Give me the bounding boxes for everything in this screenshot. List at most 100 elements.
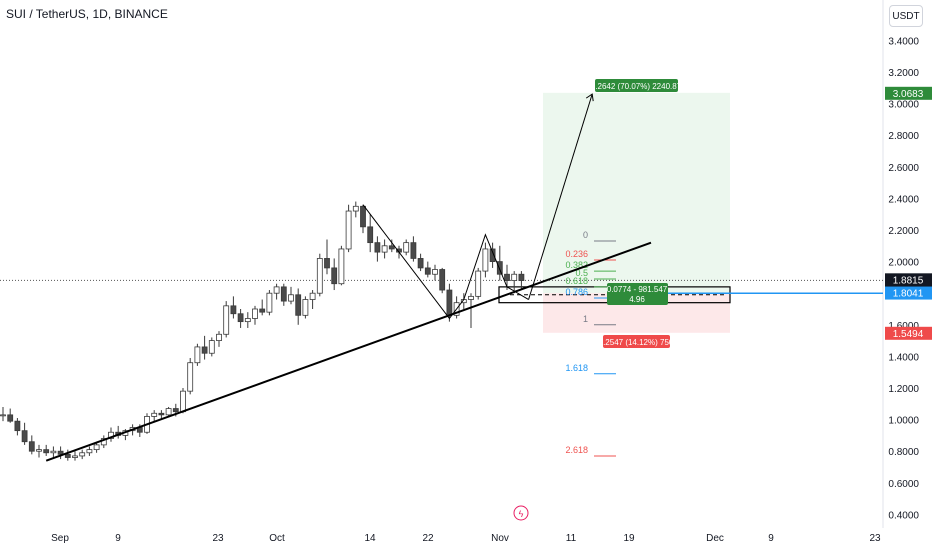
y-tick-label: 3.2000 bbox=[888, 68, 919, 79]
stop-price-tag-bg bbox=[885, 326, 932, 340]
candle-body bbox=[252, 308, 258, 319]
candle-body bbox=[151, 412, 158, 417]
candle-body bbox=[14, 420, 21, 432]
pattern-zigzag bbox=[362, 204, 529, 320]
y-tick-label: 2.8000 bbox=[888, 131, 919, 142]
candle-body bbox=[21, 430, 28, 443]
candle-body bbox=[28, 441, 35, 452]
candle-body bbox=[244, 318, 251, 323]
candle-body bbox=[57, 450, 64, 455]
candle-body bbox=[295, 294, 302, 316]
candle-body bbox=[345, 210, 352, 250]
fib-level-label: 0.382 bbox=[565, 260, 588, 270]
y-tick-label: 1.0000 bbox=[888, 416, 919, 427]
x-tick-label: 19 bbox=[623, 533, 635, 544]
y-tick-label: 1.4000 bbox=[888, 352, 919, 363]
current-price-tag: 1.8815 bbox=[893, 275, 924, 286]
candle-body bbox=[489, 248, 496, 263]
candle-body bbox=[309, 292, 316, 300]
candle-body bbox=[72, 455, 78, 458]
y-tick-label: 0.6000 bbox=[888, 479, 919, 490]
candle-body bbox=[64, 453, 71, 458]
candle-body bbox=[86, 449, 93, 454]
currency-selector[interactable]: USDT bbox=[889, 5, 923, 27]
fib-level-label: 0.786 bbox=[565, 287, 588, 297]
target-price-tag: 3.0683 bbox=[893, 89, 924, 100]
x-tick-label: Oct bbox=[269, 533, 285, 544]
y-tick-label: 1.6000 bbox=[888, 321, 919, 332]
y-tick-label: 0.4000 bbox=[888, 510, 919, 521]
candle-body bbox=[280, 286, 287, 302]
fib-level-label: 1.618 bbox=[565, 363, 588, 373]
stop-price-tag: 1.5494 bbox=[893, 329, 924, 340]
fib-level-label: 2.618 bbox=[565, 445, 588, 455]
candle-body bbox=[273, 286, 280, 294]
candle-body bbox=[360, 205, 366, 228]
candle-body bbox=[403, 242, 410, 253]
candle-body bbox=[43, 449, 50, 454]
x-tick-label: Sep bbox=[51, 533, 69, 544]
candle-body bbox=[230, 305, 237, 315]
fib-level-label: 1 bbox=[583, 314, 588, 324]
candle-body bbox=[410, 242, 417, 259]
x-tick-label: 22 bbox=[422, 533, 434, 544]
candle-body bbox=[208, 340, 215, 354]
candle-body bbox=[172, 408, 179, 413]
event-flag-glyph: ϟ bbox=[519, 509, 524, 519]
candle-body bbox=[432, 269, 438, 275]
candle-body bbox=[223, 305, 230, 335]
candle-body bbox=[165, 408, 172, 416]
candle-body bbox=[504, 273, 510, 281]
candle-body bbox=[331, 267, 338, 285]
x-tick-label: 11 bbox=[566, 533, 577, 544]
candle-body bbox=[0, 414, 6, 417]
entry-label-line-1: 0.0774 - 981.547 bbox=[607, 285, 668, 294]
stop-label: 0.2547 (14.12%) 750 bbox=[599, 338, 674, 347]
x-tick-label: 9 bbox=[768, 533, 774, 544]
candle-body bbox=[367, 226, 374, 244]
candle-body bbox=[468, 295, 474, 300]
candle-body bbox=[439, 269, 446, 291]
profit-zone bbox=[543, 92, 730, 294]
candle-body bbox=[316, 258, 323, 294]
candle-body bbox=[201, 346, 208, 354]
y-tick-label: 3.0000 bbox=[888, 100, 919, 111]
candle-body bbox=[216, 333, 222, 341]
projection-arrowhead bbox=[585, 93, 594, 102]
y-tick-label: 2.2000 bbox=[888, 226, 919, 237]
entry-price-tag: 1.8041 bbox=[893, 289, 924, 300]
candle-body bbox=[158, 412, 165, 416]
candle-body bbox=[424, 267, 431, 275]
target-label: 1.2642 (70.07%) 2240.87 bbox=[591, 82, 682, 91]
fib-level-label: 0.618 bbox=[565, 276, 588, 286]
candle-body bbox=[475, 270, 482, 297]
symbol-title[interactable]: SUI / TetherUS, 1D, BINANCE bbox=[6, 7, 168, 21]
x-tick-label: Dec bbox=[706, 533, 724, 544]
y-tick-label: 1.2000 bbox=[888, 384, 919, 395]
trendline bbox=[45, 241, 652, 462]
candle-body bbox=[352, 205, 359, 212]
x-tick-label: 9 bbox=[115, 533, 121, 544]
candle-body bbox=[511, 273, 518, 281]
entry-price-tag-bg bbox=[885, 286, 932, 300]
y-tick-label: 2.0000 bbox=[888, 258, 919, 269]
candle-body bbox=[259, 308, 266, 313]
candle-body bbox=[194, 346, 201, 364]
candle-body bbox=[417, 258, 424, 269]
candle-body bbox=[374, 242, 381, 253]
candle-body bbox=[338, 248, 345, 285]
candle-body bbox=[237, 313, 244, 323]
x-tick-label: 23 bbox=[869, 533, 881, 544]
y-tick-label: 3.4000 bbox=[888, 36, 919, 47]
candle-body bbox=[93, 444, 100, 451]
candle-body bbox=[381, 245, 388, 253]
candle-body bbox=[187, 362, 194, 392]
target-label-bg bbox=[595, 79, 678, 92]
candle-body bbox=[266, 292, 273, 313]
candle-body bbox=[50, 450, 57, 454]
candle-body bbox=[79, 452, 86, 457]
x-tick-label: 23 bbox=[212, 533, 224, 544]
y-tick-label: 2.4000 bbox=[888, 194, 919, 205]
candle-body bbox=[482, 248, 489, 272]
